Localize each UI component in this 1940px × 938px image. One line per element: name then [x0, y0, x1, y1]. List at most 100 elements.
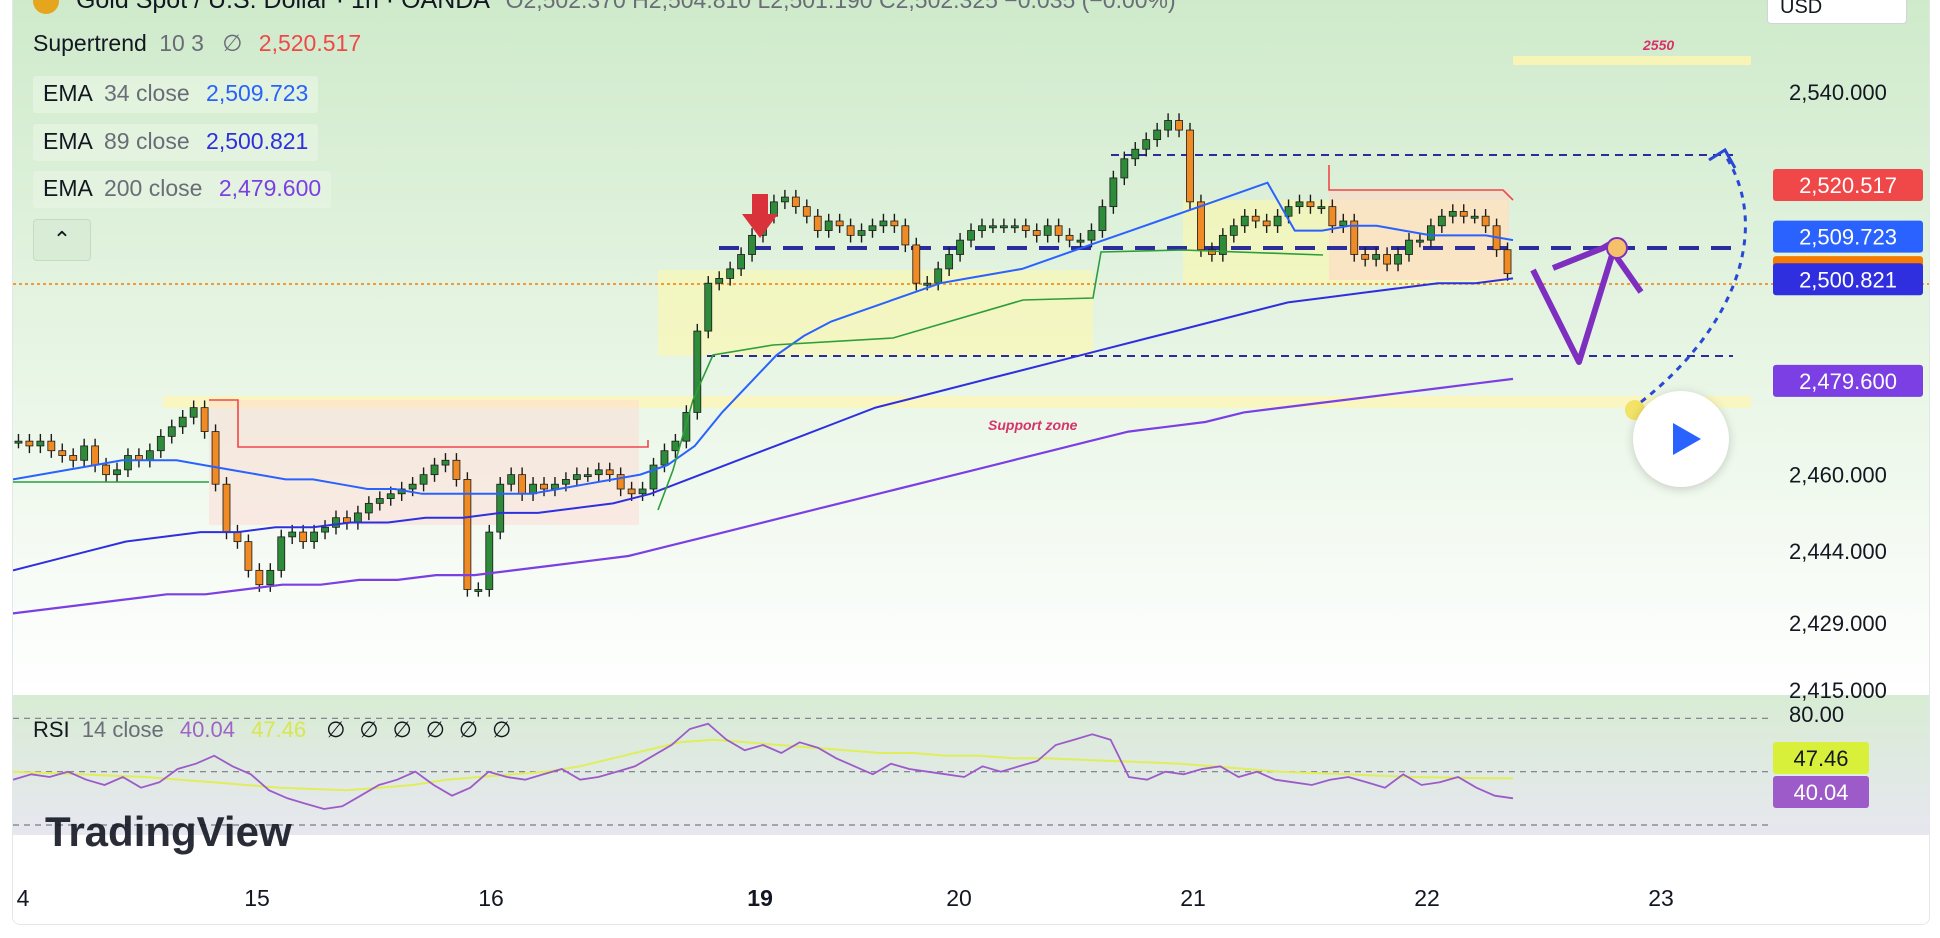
- candle-body: [1043, 225, 1052, 236]
- rsi-params: 14 close: [81, 717, 164, 742]
- candle-body: [36, 440, 45, 447]
- candle-body: [1164, 120, 1173, 131]
- candle-body: [441, 459, 450, 466]
- legend-ema200[interactable]: EMA 200 close 2,479.600: [33, 171, 332, 208]
- time-tick-label: 21: [1180, 885, 1206, 911]
- candle-body: [1273, 215, 1282, 227]
- candle-body: [813, 215, 822, 231]
- candle-body: [113, 469, 121, 476]
- candle-body: [693, 330, 702, 413]
- legend-ema34[interactable]: EMA 34 close 2,509.723: [33, 76, 319, 113]
- candle-body: [353, 512, 362, 523]
- down-arrow-shaft: [752, 194, 768, 216]
- legend-ema200-value: 2,479.600: [218, 175, 322, 201]
- candle-body: [1153, 129, 1162, 141]
- candle-body: [124, 455, 132, 471]
- candle-body: [1416, 239, 1424, 243]
- candle-body: [80, 445, 89, 461]
- legend-ema34-params: 34 close: [103, 80, 190, 106]
- candle-body: [25, 440, 34, 447]
- candle-body: [901, 225, 910, 246]
- rsi-legend[interactable]: RSI 14 close 40.04 47.46 ∅∅∅∅∅∅: [33, 717, 525, 743]
- candle-body: [1120, 158, 1129, 179]
- price-badge: [1773, 220, 1923, 253]
- chart-frame: 2550 Support zone 2,540.000 2,460.000 2,444.…: [12, 0, 1930, 925]
- candle-body: [332, 517, 340, 528]
- supertrend-up: [657, 249, 1324, 511]
- legend-ema34-name: EMA: [43, 80, 92, 106]
- candle-body: [605, 469, 614, 476]
- candle-body: [748, 234, 756, 255]
- time-tick-label: 19: [747, 885, 773, 911]
- price-badge: [1773, 263, 1923, 296]
- candle-body: [310, 531, 318, 543]
- candle-body: [1339, 220, 1348, 227]
- candle-body: [58, 450, 67, 456]
- candle-body: [47, 440, 56, 452]
- candle-body: [1262, 220, 1271, 227]
- candle-body: [69, 455, 78, 461]
- collapse-legend-button[interactable]: ⌃: [33, 219, 91, 261]
- legend-ema89[interactable]: EMA 89 close 2,500.821: [33, 124, 319, 161]
- rsi-pane-background: [13, 695, 1929, 835]
- candle-body: [945, 254, 954, 270]
- play-replay-button[interactable]: [1633, 391, 1729, 487]
- candle-body: [923, 282, 932, 286]
- price-badge-label: 2,500.821: [1799, 267, 1897, 292]
- candle-body: [255, 569, 264, 586]
- candle-body: [474, 589, 483, 592]
- candle-body: [1229, 225, 1238, 236]
- candle-body: [780, 196, 789, 203]
- candle-body: [1317, 206, 1326, 210]
- candle-body: [989, 225, 997, 229]
- candle-body: [594, 469, 603, 476]
- candle-body: [1394, 254, 1402, 265]
- candle-body: [145, 450, 154, 461]
- candle-body: [616, 474, 625, 490]
- candle-body: [299, 531, 308, 543]
- time-axis-background: [13, 835, 1929, 924]
- legend-supertrend[interactable]: Supertrend 10 3 ∅ 2,520.517: [33, 30, 361, 57]
- candle-body: [507, 474, 516, 485]
- ema200-line: [13, 377, 1514, 615]
- candle-body: [1218, 234, 1227, 255]
- gold-coin-icon: [33, 0, 59, 15]
- candle-body: [1328, 206, 1337, 227]
- legend-ema200-params: 200 close: [103, 175, 203, 201]
- candle-body: [288, 531, 297, 538]
- supertrend-down: [1328, 165, 1514, 201]
- candle-body: [704, 282, 713, 332]
- candle-body: [430, 464, 439, 476]
- candle-body: [375, 498, 384, 504]
- support-zone-label: Support zone: [988, 417, 1078, 433]
- price-tick-label: 2,429.000: [1789, 611, 1887, 636]
- candle-body: [211, 431, 220, 485]
- candle-body: [102, 464, 110, 476]
- legend-ema89-name: EMA: [43, 128, 92, 154]
- candle-body: [277, 536, 286, 571]
- candle-body: [1054, 225, 1063, 236]
- candle-body: [1405, 239, 1413, 255]
- candle-body: [1076, 239, 1085, 243]
- currency-select[interactable]: USD: [1767, 0, 1907, 24]
- candle-body: [868, 225, 877, 231]
- ohlc-readout: O2,502.370 H2,504.810 L2,501.190 C2,502.…: [505, 0, 1176, 13]
- candle-body: [496, 483, 505, 533]
- candle-body: [572, 474, 581, 480]
- candle-body: [14, 440, 23, 444]
- projection-zigzag: [1530, 249, 1644, 365]
- price-chart[interactable]: 2550 Support zone 2,540.000 2,460.000 2,444.…: [13, 0, 1929, 924]
- candle-body: [802, 206, 811, 217]
- price-badge: [1773, 364, 1923, 397]
- candle-body: [999, 225, 1008, 229]
- candle-body: [1131, 148, 1140, 160]
- candle-body: [1208, 249, 1216, 255]
- rsi-hidden-icons[interactable]: ∅∅∅∅∅∅: [326, 717, 526, 742]
- hidden-eye-icon[interactable]: ∅: [222, 30, 243, 56]
- candle-body: [1448, 211, 1457, 217]
- rsi-axis-label: 80.00: [1789, 702, 1844, 727]
- candle-body: [1306, 201, 1315, 208]
- candle-body: [156, 435, 165, 452]
- symbol-title: Gold Spot / U.S. Dollar · 1h · OANDA: [75, 0, 489, 14]
- price-badge-label: 2,479.600: [1799, 369, 1897, 394]
